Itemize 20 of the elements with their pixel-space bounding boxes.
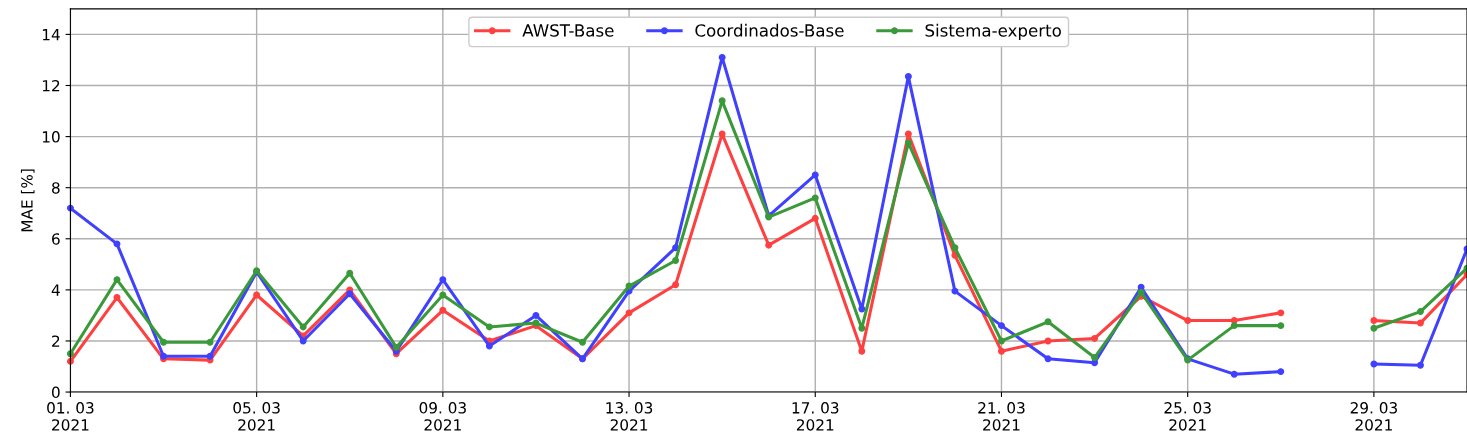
y-tick-label: 0 bbox=[51, 386, 60, 399]
y-tick-label: 10 bbox=[42, 131, 60, 143]
y-tick-label: 12 bbox=[42, 79, 60, 92]
x-tick-label: 01. 03 2021 bbox=[47, 402, 94, 431]
legend-label: AWST-Base bbox=[522, 24, 614, 37]
y-tick-label: 4 bbox=[51, 284, 60, 296]
x-tick-label: 21. 03 2021 bbox=[978, 402, 1025, 431]
y-tick-label: 2 bbox=[52, 335, 60, 347]
y-tick-label: 6 bbox=[52, 233, 60, 245]
legend-label: Sistema-experto bbox=[925, 23, 1061, 40]
x-tick-label: 09. 03 2021 bbox=[419, 402, 466, 431]
x-tick-label: 29. 03 2021 bbox=[1350, 402, 1397, 431]
x-tick-label: 13. 03 2021 bbox=[606, 402, 653, 431]
y-tick-label: 14 bbox=[42, 29, 60, 41]
x-tick-label: 25. 03 2021 bbox=[1164, 402, 1211, 431]
legend-label: Coordinados-Base bbox=[695, 23, 844, 37]
y-axis-title: MAE [%] bbox=[20, 169, 35, 232]
y-tick-label: 8 bbox=[52, 182, 60, 194]
x-tick-label: 05. 03 2021 bbox=[233, 402, 280, 431]
x-tick-label: 17. 03 2021 bbox=[792, 402, 839, 431]
